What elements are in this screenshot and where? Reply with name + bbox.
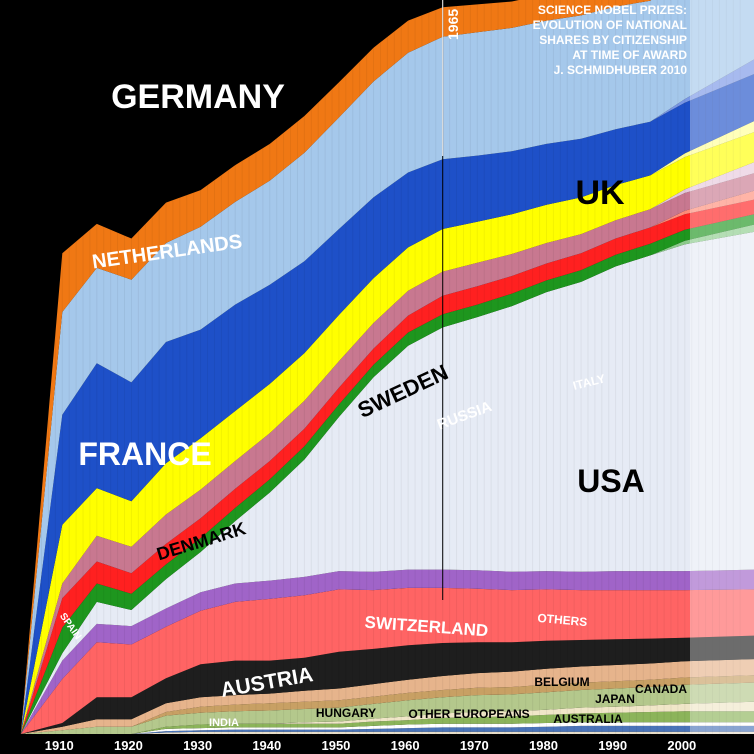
title-line-4: AT TIME OF AWARD [572, 48, 687, 62]
x-tick-label: 1960 [391, 738, 420, 753]
area-australia [0, 725, 754, 734]
label-india: INDIA [209, 717, 239, 729]
area-band-2 [0, 722, 754, 734]
label-usa: USA [577, 463, 645, 499]
label-japan: JAPAN [595, 692, 635, 706]
area-france [0, 74, 754, 735]
x-tick-label: 1980 [529, 738, 558, 753]
x-tick-label: 1940 [252, 738, 281, 753]
area-canada [0, 711, 754, 734]
x-axis: 1910 1920 1930 1940 1950 1960 1970 1980 1990 2000 [0, 734, 754, 754]
title-line-1: SCIENCE NOBEL PRIZES: [538, 3, 687, 17]
label-france: FRANCE [78, 436, 211, 472]
area-others [0, 569, 754, 734]
recent-years-shade [690, 0, 754, 734]
area-other-europeans [0, 682, 754, 734]
label-belgium: BELGIUM [534, 675, 589, 689]
label-other-europeans: OTHER EUROPEANS [408, 707, 529, 721]
label-others: OTHERS [537, 611, 588, 629]
title-line-5: J. SCHMIDHUBER 2010 [554, 63, 688, 77]
area-series-group [0, 0, 754, 735]
x-tick-label: 1930 [183, 738, 212, 753]
x-axis-band [0, 734, 754, 754]
area-belgium [0, 659, 754, 734]
x-tick-label: 1950 [321, 738, 350, 753]
label-canada: CANADA [635, 682, 687, 696]
x-tick-label: 2000 [667, 738, 696, 753]
label-germany: GERMANY [111, 78, 285, 116]
marker-year-label: 1965 [445, 9, 461, 40]
label-hungary: HUNGARY [316, 706, 376, 720]
area-uk [0, 0, 754, 734]
x-tick-label: 1990 [598, 738, 627, 753]
label-australia: AUSTRALIA [553, 712, 623, 726]
area-japan [0, 701, 754, 734]
label-uk: UK [575, 174, 625, 212]
area-india [0, 731, 754, 734]
area-hungary [0, 675, 754, 734]
area-sweden [0, 132, 754, 735]
area-switzerland [0, 587, 754, 734]
title-line-2: EVOLUTION OF NATIONAL [533, 18, 687, 32]
x-tick-label: 1920 [114, 738, 143, 753]
x-tick-label: 1910 [45, 738, 74, 753]
x-tick-label: 1970 [460, 738, 489, 753]
area-austria [0, 635, 754, 734]
title-line-3: SHARES BY CITIZENSHIP [539, 33, 687, 47]
chart-title: SCIENCE NOBEL PRIZES: EVOLUTION OF NATIO… [533, 3, 688, 77]
area-usa [0, 231, 754, 734]
